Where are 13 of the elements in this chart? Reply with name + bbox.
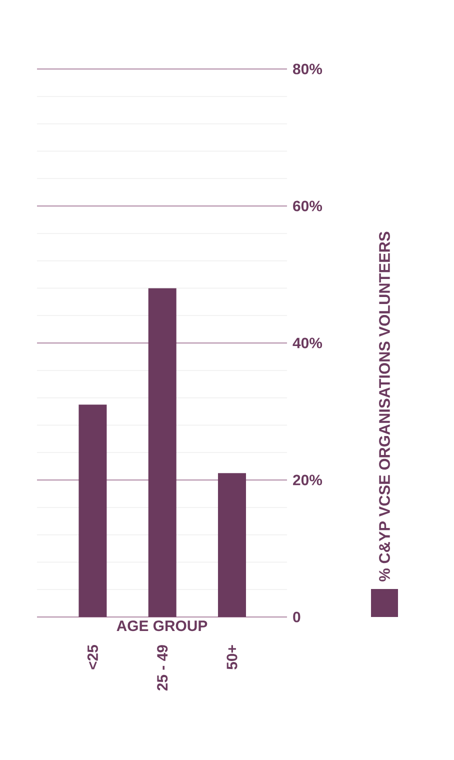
x-axis-title: AGE GROUP <box>116 620 208 632</box>
x-tick-label: <25 <box>87 644 98 670</box>
text: % C&YP VCSE ORGANISATIONS VOLUNTEERS <box>379 232 390 582</box>
x-tick-label: 25 - 49 <box>157 645 168 691</box>
y-tick-label: 20% <box>293 474 322 486</box>
y-tick-label: 40% <box>292 338 322 348</box>
y-tick-label: 80% <box>292 64 322 74</box>
y-tick-label: 60% <box>293 200 322 212</box>
bar <box>218 473 246 617</box>
y-tick-label: 0 <box>293 612 300 622</box>
bar <box>148 288 176 617</box>
bar <box>78 404 107 617</box>
x-tick-label: 50+ <box>226 645 238 670</box>
